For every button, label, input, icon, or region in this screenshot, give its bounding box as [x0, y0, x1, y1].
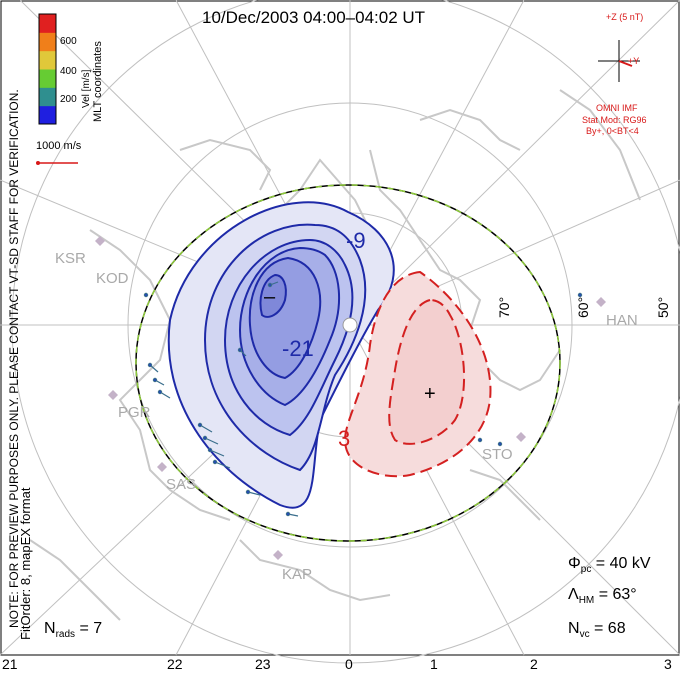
stat-n-vc: Nvc = 68 — [568, 620, 626, 641]
colorbar-segment — [39, 69, 56, 88]
station-pgr: PGR — [118, 404, 151, 421]
map-title: 10/Dec/2003 04:00–04:02 UT — [202, 8, 426, 27]
pole-marker — [342, 317, 358, 333]
lat-label-70: 70° — [496, 296, 512, 318]
mlt-tick-0: 0 — [345, 656, 353, 672]
vector-scale-dot — [36, 161, 40, 165]
contour-label-pos3: 3 — [338, 426, 350, 451]
imf-model: Stat Mod: RG96 — [582, 115, 647, 125]
coords-label: MLT coordinates — [92, 41, 104, 122]
potential-max-marker: + — [424, 383, 436, 405]
colorbar — [39, 14, 56, 125]
stat-phi-pc: Φpc = 40 kV — [568, 555, 651, 576]
colorbar-tick-600: 600 — [60, 36, 77, 47]
station-markers — [95, 236, 606, 560]
station-kod: KOD — [96, 270, 129, 287]
contour-label-neg9: -9 — [346, 228, 366, 253]
stat-lambda-hm: ΛHM = 63° — [568, 586, 637, 607]
colorbar-frame — [38, 13, 57, 125]
mlt-tick-21: 21 — [2, 656, 18, 672]
colorbar-tick-400: 400 — [60, 66, 77, 77]
positive-cell — [343, 270, 492, 478]
imf-condition: By+, 0<BT<4 — [586, 126, 639, 136]
colorbar-label: Vel [m/s] — [81, 69, 92, 108]
mlt-tick-3: 3 — [664, 656, 672, 672]
imf-z-label: +Z (5 nT) — [606, 12, 644, 22]
station-han: HAN — [606, 312, 638, 329]
hm-boundary-dash — [135, 184, 561, 542]
negative-cell — [167, 201, 395, 509]
mlt-tick-2: 2 — [530, 656, 538, 672]
imf-source: OMNI IMF — [596, 103, 638, 113]
velocity-vectors — [143, 281, 583, 517]
vector-scale-label: 1000 m/s — [36, 140, 82, 152]
colorbar-segment — [39, 14, 56, 33]
colorbar-segment — [39, 105, 56, 125]
plot-frame — [0, 0, 680, 656]
fit-order-note: FitOrder: 8, mapEX format — [18, 487, 33, 640]
colorbar-segment — [39, 87, 56, 107]
station-sto: STO — [482, 446, 513, 463]
mlt-tick-22: 22 — [167, 656, 183, 672]
station-sas: SAS — [166, 476, 197, 493]
imf-y-label: +Y — [628, 56, 640, 66]
lat-label-50: 50° — [655, 296, 671, 318]
colorbar-segment — [39, 50, 56, 70]
lat-label-60: 60° — [575, 296, 591, 318]
station-kap: KAP — [282, 566, 313, 583]
potential-min-marker: – — [264, 286, 276, 308]
imf-clock — [598, 40, 640, 82]
stat-n-rads: Nrads = 7 — [44, 620, 103, 641]
mlt-tick-23: 23 — [255, 656, 271, 672]
station-ksr: KSR — [55, 250, 86, 267]
contour-label-neg21: -21 — [282, 336, 314, 361]
colorbar-tick-200: 200 — [60, 94, 77, 105]
colorbar-segment — [39, 32, 56, 52]
mlt-tick-1: 1 — [430, 656, 438, 672]
